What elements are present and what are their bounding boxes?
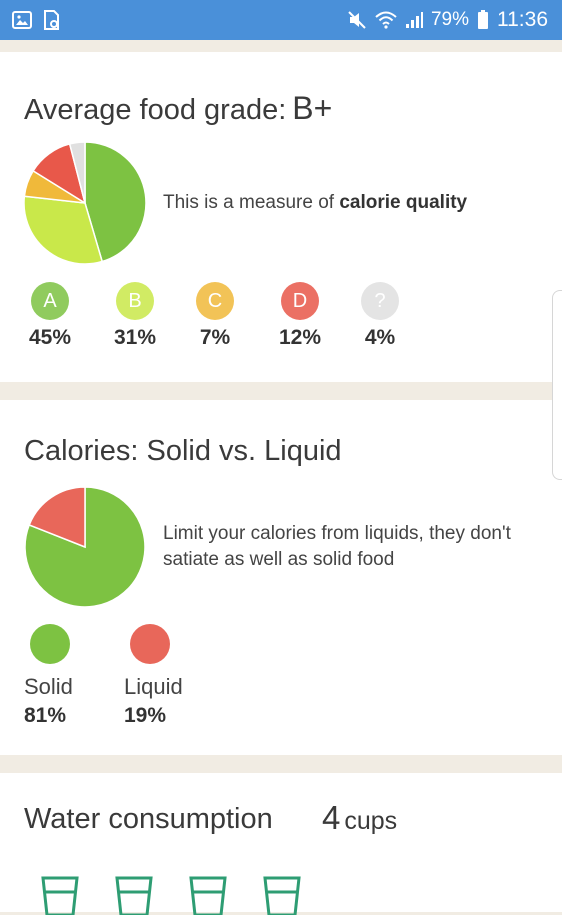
solid-liquid-legend-item: Solid 81% bbox=[24, 624, 114, 728]
battery-percent: 79% bbox=[430, 9, 469, 30]
food-grade-title: Average food grade: B+ bbox=[24, 90, 332, 127]
legend-label: Liquid bbox=[124, 674, 183, 699]
status-bar-left bbox=[12, 10, 60, 30]
legend-label: Solid bbox=[24, 674, 73, 699]
grade-slice-a bbox=[84, 141, 147, 263]
grade-legend-item: B 31% bbox=[100, 282, 170, 350]
solid-liquid-legend-item: Liquid 19% bbox=[124, 624, 214, 728]
solid-liquid-title: Calories: Solid vs. Liquid bbox=[24, 435, 342, 467]
food-grade-value: B+ bbox=[292, 90, 333, 126]
grade-legend-item: D 12% bbox=[265, 282, 335, 350]
grade-percent: 4% bbox=[364, 326, 396, 349]
legend-percent: 19% bbox=[124, 704, 167, 727]
mute-icon bbox=[347, 10, 367, 30]
grade-percent: 12% bbox=[278, 326, 322, 349]
grade-slice- bbox=[68, 141, 86, 204]
grade-circle: B bbox=[116, 282, 154, 320]
image-icon bbox=[12, 11, 32, 29]
food-grade-card: Average food grade: B+ This is a measure … bbox=[0, 52, 562, 382]
grade-circle: D bbox=[281, 282, 319, 320]
solid-liquid-slice-liquid bbox=[28, 486, 86, 549]
food-grade-description: This is a measure of calorie quality bbox=[163, 190, 467, 216]
grade-legend-item: ? 4% bbox=[345, 282, 415, 350]
battery-icon bbox=[477, 10, 489, 30]
food-grade-description-bold: calorie quality bbox=[339, 192, 468, 213]
cup-icon[interactable] bbox=[40, 875, 80, 915]
legend-percent: 81% bbox=[24, 704, 67, 727]
grade-legend-item: C 7% bbox=[180, 282, 250, 350]
water-amount-number: 4 bbox=[322, 799, 341, 836]
food-grade-pie-chart bbox=[23, 141, 147, 265]
status-bar: 79% 11:36 bbox=[0, 0, 562, 40]
grade-legend-item: A 45% bbox=[15, 282, 85, 350]
signal-icon bbox=[405, 11, 423, 29]
grade-percent: 45% bbox=[28, 326, 72, 349]
screenshot-icon bbox=[42, 10, 60, 30]
cup-icon[interactable] bbox=[114, 875, 154, 915]
scroll-handle[interactable] bbox=[552, 290, 562, 480]
legend-circle bbox=[130, 624, 170, 664]
water-card: Water consumption 4 cups bbox=[0, 773, 562, 915]
wifi-icon bbox=[375, 11, 397, 29]
solid-liquid-pie-chart bbox=[24, 486, 146, 608]
legend-circle bbox=[30, 624, 70, 664]
water-amount-unit: cups bbox=[344, 807, 398, 835]
solid-liquid-description: Limit your calories from liquids, they d… bbox=[163, 523, 511, 570]
grade-percent: 7% bbox=[199, 326, 231, 349]
cup-icon[interactable] bbox=[188, 875, 228, 915]
grade-slice-b bbox=[23, 195, 104, 265]
water-amount: 4 cups bbox=[322, 799, 397, 837]
grade-circle: A bbox=[31, 282, 69, 320]
status-bar-right: 79% 11:36 bbox=[347, 8, 548, 32]
grade-circle: C bbox=[196, 282, 234, 320]
grade-percent: 31% bbox=[113, 326, 157, 349]
food-grade-title-text: Average food grade: bbox=[24, 94, 287, 126]
cup-icon[interactable] bbox=[262, 875, 302, 915]
clock: 11:36 bbox=[497, 8, 548, 31]
grade-circle: ? bbox=[361, 282, 399, 320]
food-grade-description-prefix: This is a measure of bbox=[163, 192, 340, 213]
solid-liquid-card: Calories: Solid vs. Liquid Limit your ca… bbox=[0, 400, 562, 755]
water-title: Water consumption bbox=[24, 803, 273, 835]
